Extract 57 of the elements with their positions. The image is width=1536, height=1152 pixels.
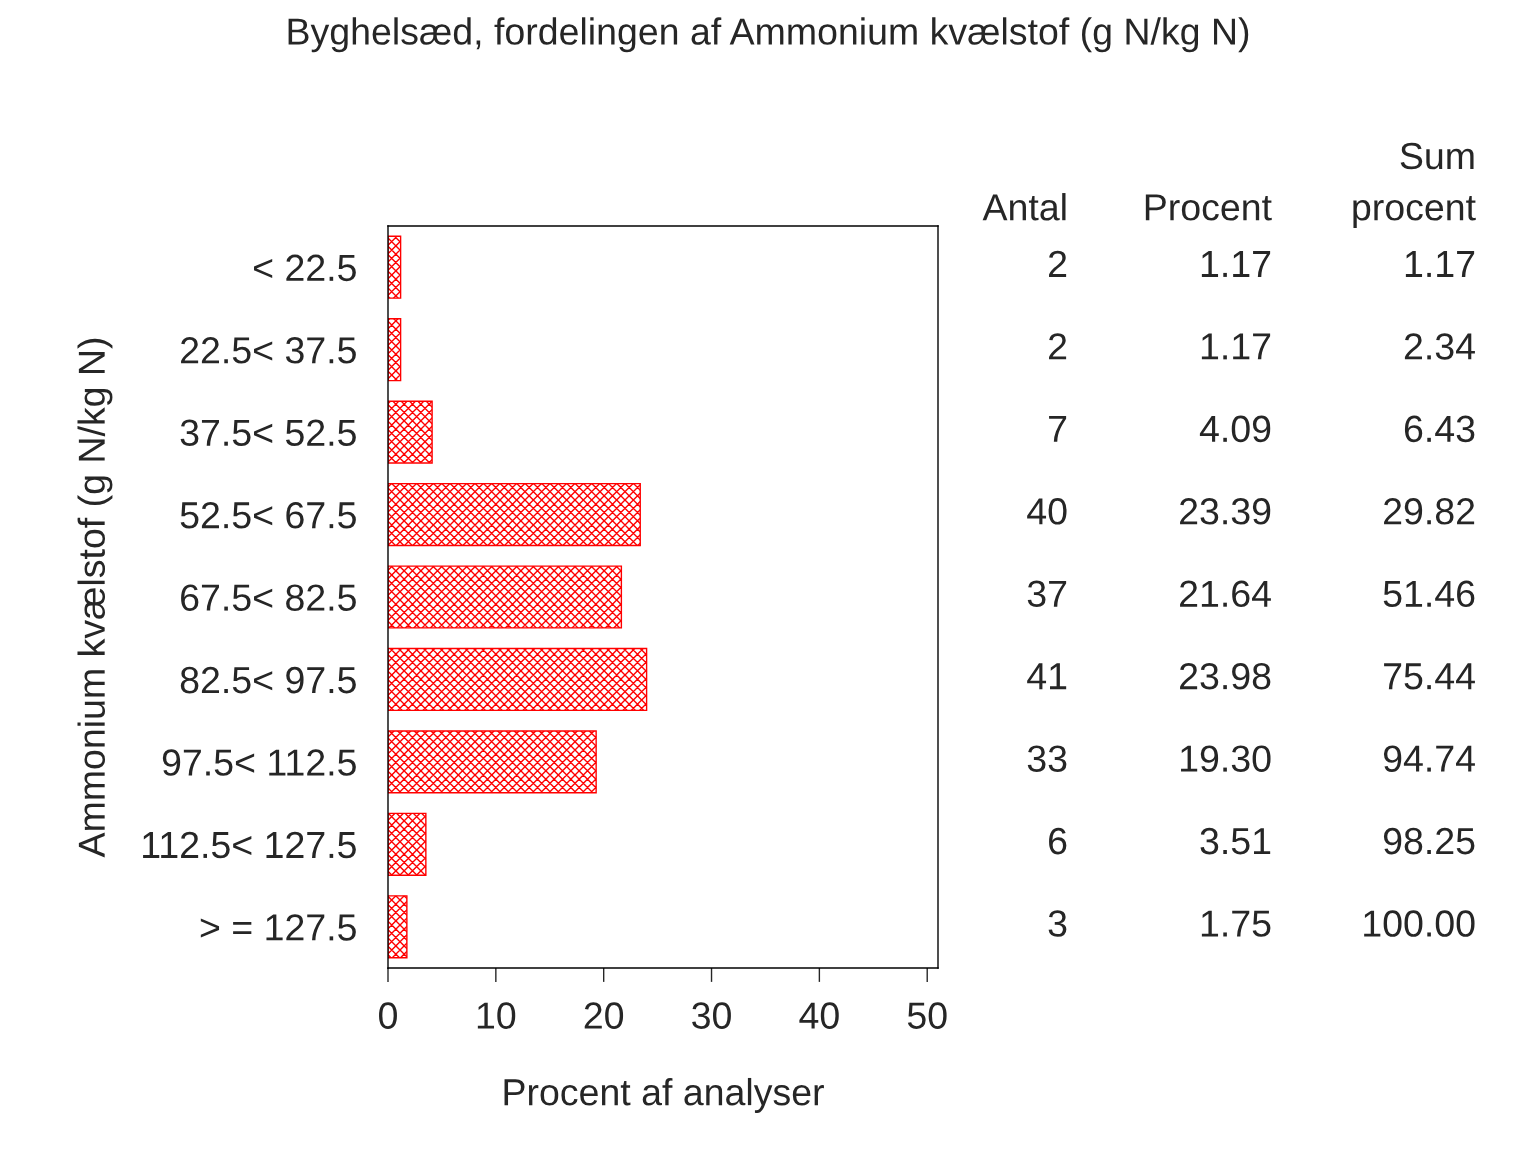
text: 6.43 (1404, 415, 1475, 443)
chart-title: Byghelsæd, fordelingen af Ammonium kvælstof (g N/kg N) (288, 17, 1249, 53)
text: 6 (1049, 827, 1067, 855)
data-label: 3.51 (1200, 827, 1271, 855)
text: Antal (982, 193, 1066, 221)
bar (388, 895, 408, 959)
bar (388, 400, 433, 464)
bar (388, 482, 641, 547)
text: 2.34 (1404, 333, 1475, 360)
y-tick-label: 112.5< 127.5 (143, 831, 356, 859)
y-tick-label: 22.5< 37.5 (181, 337, 356, 364)
x-tick-label: 20 (584, 1002, 624, 1029)
y-tick-label: 67.5< 82.5 (181, 584, 356, 611)
bar (388, 565, 623, 629)
data-label: 21.64 (1180, 580, 1271, 608)
y-tick-label: > = 127.5 (200, 914, 356, 941)
text: 100.00 (1364, 910, 1475, 937)
data-label: 23.98 (1180, 662, 1271, 690)
text: 51.46 (1383, 580, 1475, 608)
data-label: 1.75 (1201, 910, 1271, 937)
text: 7 (1049, 416, 1067, 442)
text: Sum procent (1353, 142, 1476, 228)
y-tick-label: 97.5< 112.5 (162, 749, 356, 776)
x-tick-label: 40 (799, 1002, 839, 1029)
bar (388, 647, 648, 712)
bar (388, 235, 402, 299)
text: 37 (1027, 580, 1067, 608)
x-tick-label: 50 (907, 1002, 947, 1029)
text: 2 (1049, 250, 1067, 277)
x-tick-label: 30 (692, 1002, 731, 1029)
text: 33 (1027, 745, 1067, 772)
bar (388, 318, 402, 382)
text: 75.44 (1384, 663, 1475, 690)
data-label: 1.17 (1201, 251, 1271, 277)
y-tick-label: 37.5< 52.5 (180, 419, 356, 447)
x-axis-title: Procent af analyser (504, 1077, 824, 1113)
text: 3 (1048, 910, 1067, 937)
y-tick-label: 52.5< 67.5 (180, 501, 356, 529)
y-tick-label: 82.5< 97.5 (180, 666, 356, 694)
x-tick-label: 0 (379, 1002, 397, 1029)
text: 94.74 (1383, 745, 1475, 772)
y-axis-title: Ammonium kvælstof (g N/kg N) (77, 338, 113, 858)
data-label: 4.09 (1199, 415, 1271, 443)
y-tick-label: < 22.5 (254, 254, 356, 282)
x-tick-label: 10 (477, 1002, 516, 1029)
bar (388, 730, 597, 794)
text: 1.17 (1405, 251, 1475, 277)
data-label: 1.17 (1201, 333, 1271, 360)
data-label: 19.30 (1181, 745, 1271, 772)
bar (388, 812, 427, 876)
text: 2 (1049, 333, 1067, 360)
text: 41 (1027, 663, 1067, 690)
data-label: 23.39 (1180, 498, 1271, 525)
text: 29.82 (1384, 498, 1475, 525)
text: 40 (1027, 498, 1067, 525)
text: 98.25 (1383, 827, 1475, 855)
text: Procent (1145, 194, 1272, 221)
